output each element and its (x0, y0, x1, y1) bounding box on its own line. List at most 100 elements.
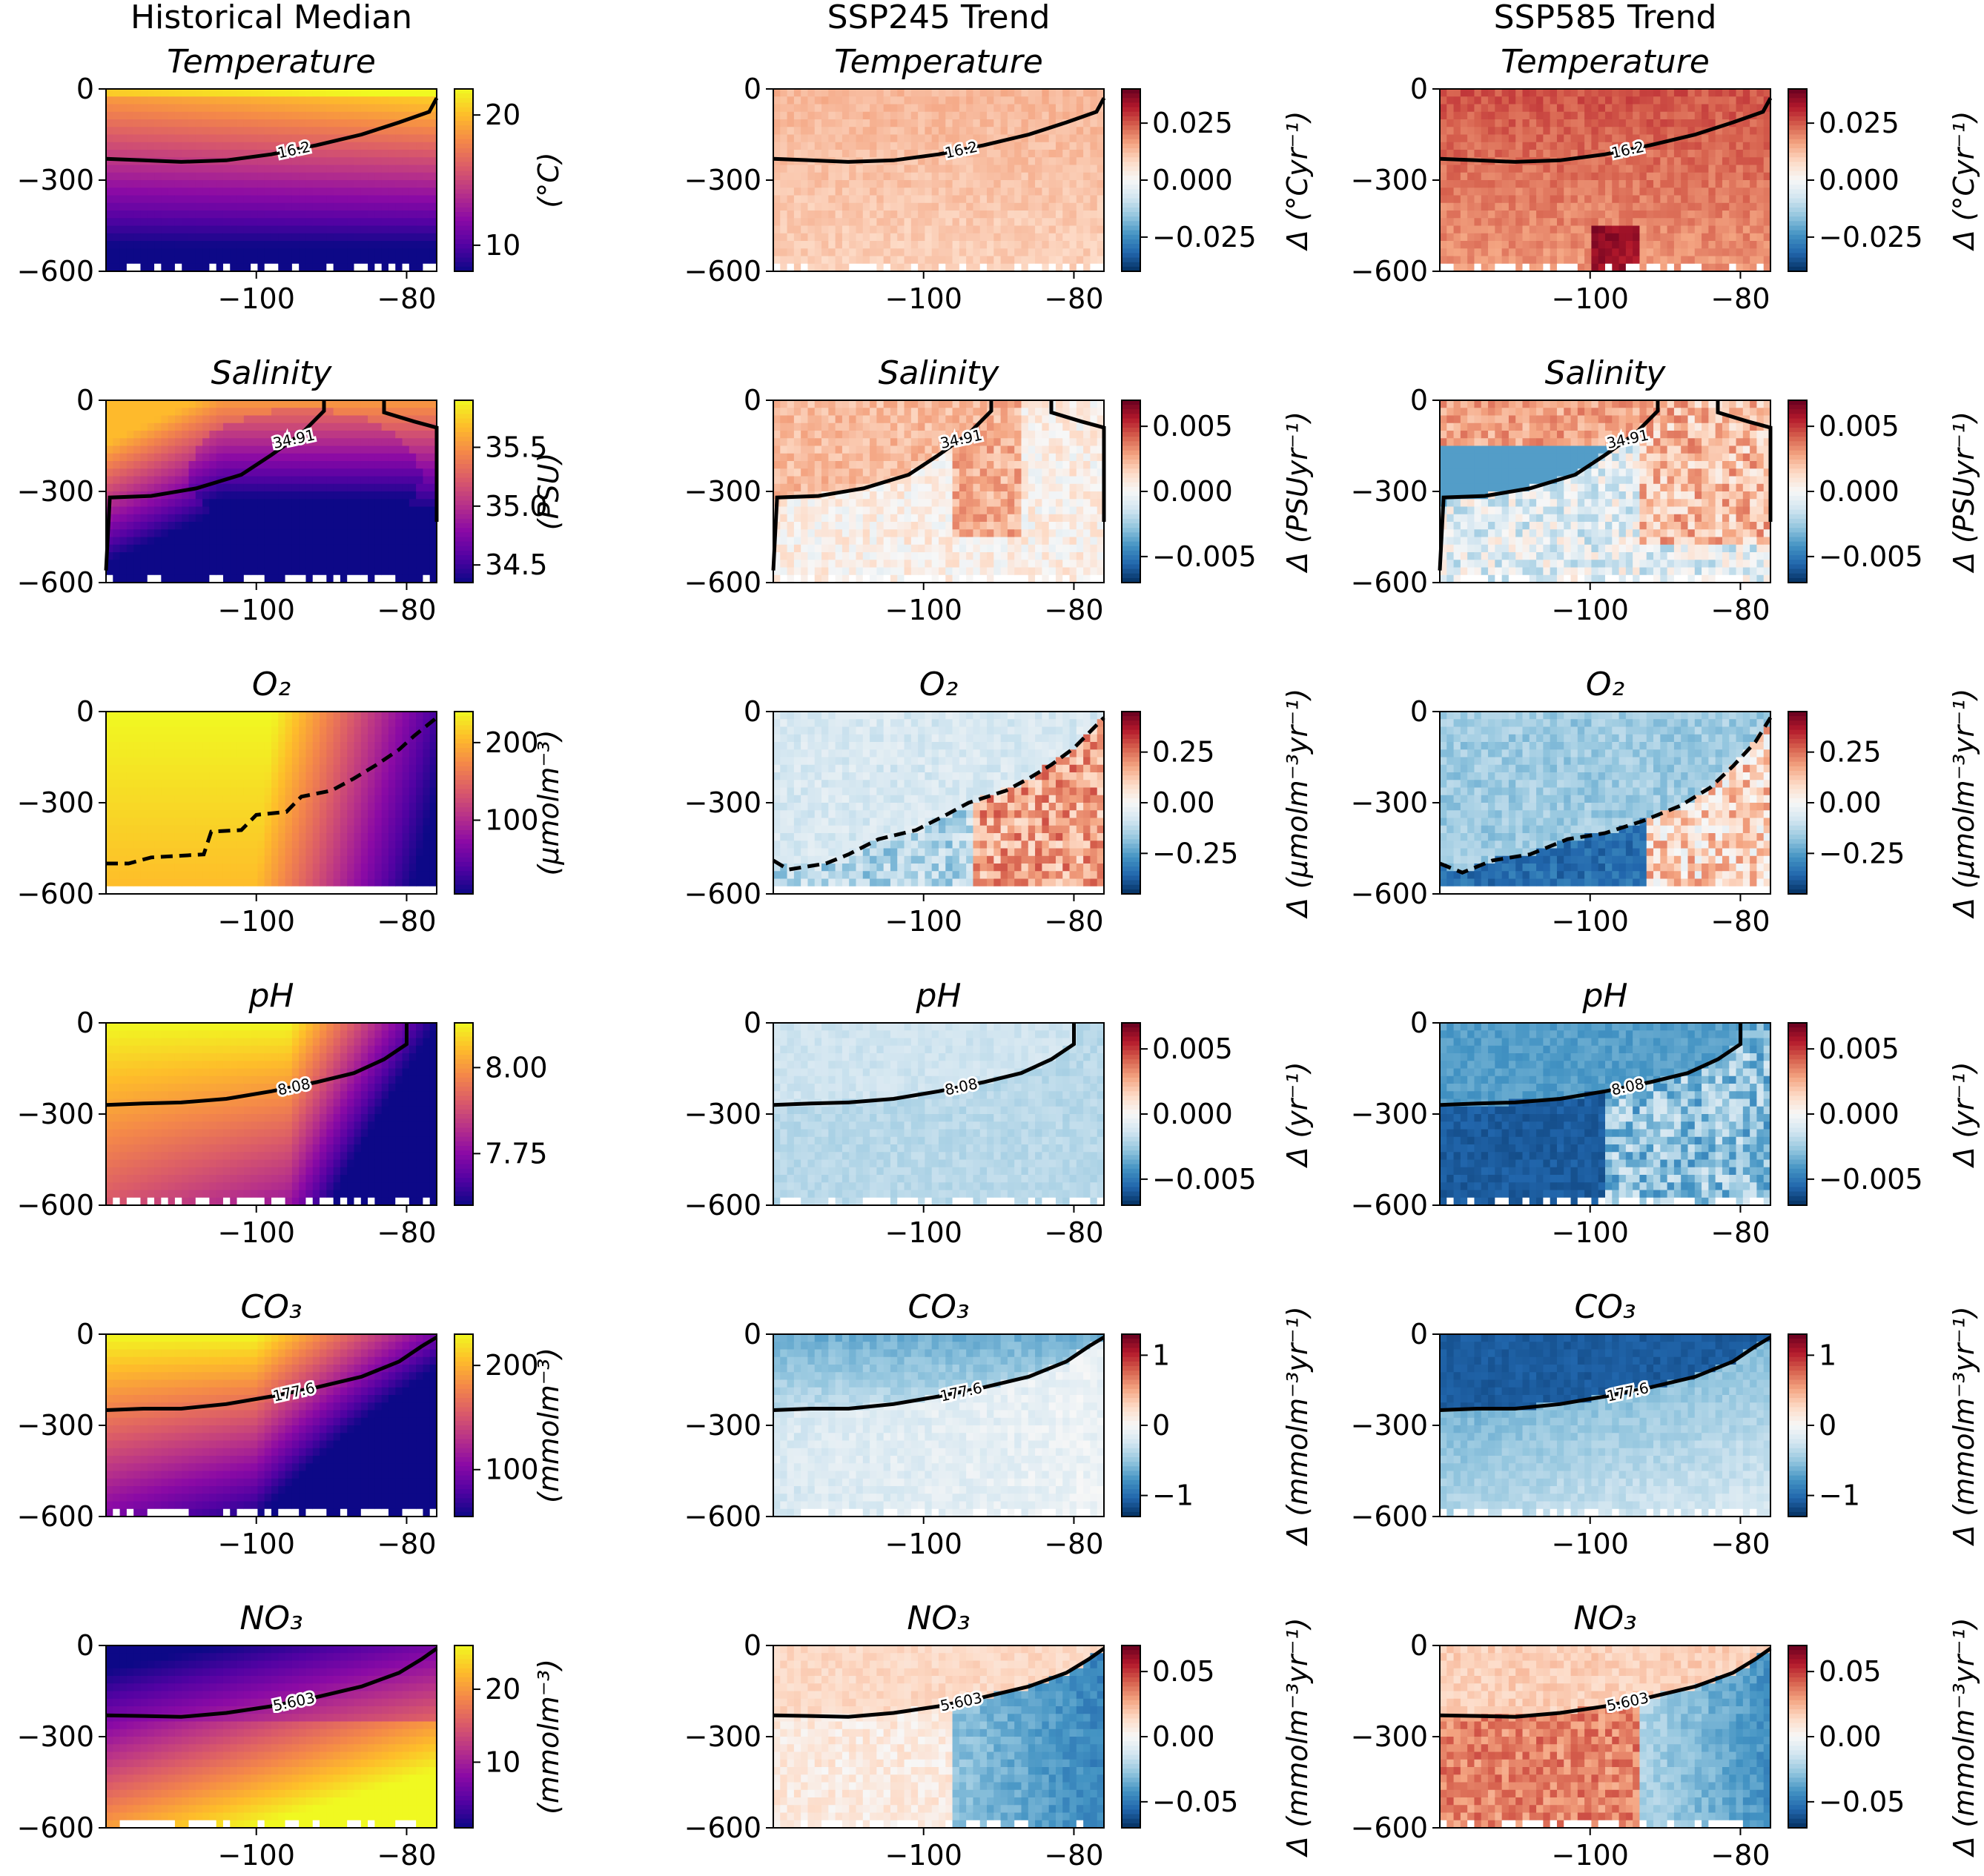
heatmap-cell (140, 105, 148, 113)
heatmap-cell (265, 256, 272, 265)
heatmap-cell (388, 127, 396, 135)
heatmap-cell (285, 211, 293, 219)
heatmap-cell (368, 264, 375, 272)
heatmap-cell (794, 89, 801, 97)
heatmap-cell (409, 233, 417, 242)
heatmap-cell (890, 135, 898, 143)
heatmap-cell (987, 241, 994, 249)
heatmap-cell (154, 135, 162, 143)
heatmap-cell (993, 89, 1001, 97)
heatmap-cell (884, 203, 891, 211)
heatmap-cell (836, 256, 843, 265)
heatmap-cell (320, 233, 327, 242)
heatmap-cell (939, 241, 946, 249)
heatmap-temp-245 (773, 89, 1105, 272)
heatmap-cell (1042, 142, 1049, 150)
heatmap-cell (209, 188, 216, 196)
heatmap-cell (863, 226, 870, 234)
heatmap-cell (196, 105, 203, 113)
heatmap-cell (863, 196, 870, 204)
heatmap-cell (106, 226, 113, 234)
heatmap-cell (801, 165, 808, 173)
heatmap-cell (175, 96, 182, 105)
heatmap-cell (347, 256, 354, 265)
heatmap-cell (127, 226, 134, 234)
heatmap-cell (842, 188, 850, 196)
heatmap-cell (244, 241, 251, 249)
heatmap-cell (1028, 142, 1036, 150)
heatmap-cell (1035, 233, 1042, 242)
heatmap-cell (973, 180, 980, 188)
heatmap-cell (911, 112, 919, 120)
heatmap-cell (354, 196, 362, 204)
heatmap-cell (251, 127, 258, 135)
heatmap-cell (168, 196, 176, 204)
heatmap-cell (870, 105, 877, 113)
heatmap-cell (815, 226, 822, 234)
heatmap-cell (884, 264, 891, 272)
heatmap-cell (1022, 112, 1029, 120)
heatmap-cell (884, 173, 891, 181)
heatmap-cell (133, 196, 141, 204)
heatmap-cell (395, 264, 403, 272)
heatmap-cell (884, 89, 891, 97)
heatmap-cell (120, 89, 128, 97)
heatmap-cell (216, 264, 224, 272)
heatmap-cell (120, 150, 128, 158)
heatmap-cell (980, 150, 988, 158)
heatmap-cell (849, 105, 856, 113)
heatmap-cell (856, 248, 864, 256)
heatmap-cell (807, 165, 815, 173)
heatmap-cell (993, 165, 1001, 173)
heatmap-cell (801, 256, 808, 265)
heatmap-cell (168, 112, 176, 120)
heatmap-cell (959, 180, 967, 188)
heatmap-cell (395, 233, 403, 242)
heatmap-cell (856, 112, 864, 120)
heatmap-cell (271, 157, 279, 165)
heatmap-cell (1042, 119, 1049, 127)
heatmap-cell (863, 180, 870, 188)
heatmap-cell (890, 180, 898, 188)
heatmap-cell (244, 264, 251, 272)
heatmap-cell (361, 203, 368, 211)
heatmap-cell (821, 96, 829, 105)
heatmap-cell (1001, 248, 1008, 256)
heatmap-cell (223, 264, 231, 272)
heatmap-cell (305, 89, 313, 97)
heatmap-cell (953, 105, 960, 113)
heatmap-cell (113, 233, 120, 242)
heatmap-cell (856, 211, 864, 219)
heatmap-cell (780, 180, 787, 188)
heatmap-cell (973, 157, 980, 165)
heatmap-cell (265, 173, 272, 181)
heatmap-cell (863, 241, 870, 249)
heatmap-cell (1035, 248, 1042, 256)
heatmap-cell (361, 157, 368, 165)
heatmap-cell (278, 112, 285, 120)
heatmap-cell (918, 173, 925, 181)
heatmap-cell (154, 142, 162, 150)
heatmap-cell (202, 127, 210, 135)
heatmap-cell (980, 165, 988, 173)
heatmap-cell (842, 226, 850, 234)
heatmap-cell (897, 142, 905, 150)
heatmap-cell (395, 112, 403, 120)
heatmap-cell (334, 105, 341, 113)
heatmap-cell (856, 241, 864, 249)
heatmap-cell (120, 196, 128, 204)
heatmap-cell (140, 135, 148, 143)
heatmap-cell (223, 188, 231, 196)
heatmap-cell (251, 105, 258, 113)
heatmap-cell (897, 218, 905, 226)
heatmap-cell (1056, 142, 1063, 150)
heatmap-cell (244, 196, 251, 204)
heatmap-cell (223, 96, 231, 105)
heatmap-cell (794, 226, 801, 234)
heatmap-cell (773, 264, 781, 272)
heatmap-cell (890, 248, 898, 256)
heatmap-cell (1049, 218, 1057, 226)
heatmap-cell (395, 165, 403, 173)
heatmap-cell (334, 226, 341, 234)
heatmap-cell (237, 112, 245, 120)
